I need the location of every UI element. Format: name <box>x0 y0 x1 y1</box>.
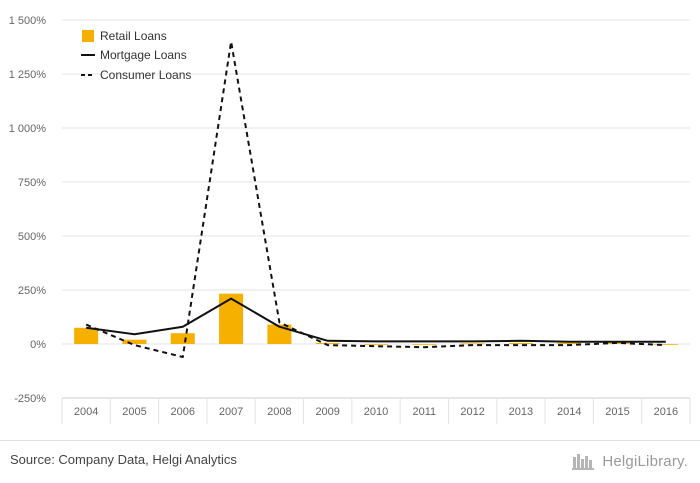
legend: Retail Loans Mortgage Loans Consumer Loa… <box>81 29 191 82</box>
source-note: Source: Company Data, Helgi Analytics <box>10 452 237 467</box>
bar-retail-loans-2010[interactable] <box>364 344 388 345</box>
bar-retail-loans-2014[interactable] <box>557 342 582 344</box>
bar-retail-loans-2006[interactable] <box>170 333 195 344</box>
legend-swatch-retail-loans <box>82 30 94 42</box>
chart: 1 500% 1 250% 1 000% 750% 500% 250% 0% -250% 20… <box>9 15 691 424</box>
y-axis: 1 500% 1 250% 1 000% 750% 500% 250% 0% -250% <box>9 15 47 405</box>
footer: Source: Company Data, Helgi Analytics He… <box>0 440 700 483</box>
bar-retail-loans-2005[interactable] <box>122 339 147 344</box>
y-tick-label: 1 500% <box>9 15 47 27</box>
y-tick-label: 250% <box>18 285 46 297</box>
y-tick-label: 1 000% <box>9 123 47 135</box>
x-tick-label: 2005 <box>122 406 146 418</box>
retail-loans-bars <box>74 293 678 345</box>
y-tick-label: 0% <box>30 339 46 351</box>
y-tick-label: 750% <box>18 177 46 189</box>
x-tick-label: 2016 <box>654 406 678 418</box>
line-mortgage-loans[interactable] <box>86 297 666 343</box>
x-tick-label: 2006 <box>171 406 195 418</box>
x-tick-label: 2012 <box>460 406 484 418</box>
brand-logo[interactable]: HelgiLibrary. <box>572 449 688 473</box>
legend-item-retail-loans[interactable]: Retail Loans <box>82 29 167 43</box>
bar-retail-loans-2004[interactable] <box>74 327 99 344</box>
x-tick-label: 2007 <box>219 406 243 418</box>
y-tick-label: 500% <box>18 231 46 243</box>
legend-item-consumer-loans[interactable]: Consumer Loans <box>81 68 191 82</box>
x-tick-label: 2009 <box>315 406 339 418</box>
legend-label-retail-loans: Retail Loans <box>100 29 167 43</box>
x-axis: 2004 2005 2006 2007 2008 2009 2010 2011 2012 2013… <box>61 397 691 424</box>
y-tick-label: -250% <box>14 393 46 405</box>
bar-retail-loans-2013[interactable] <box>508 342 533 344</box>
legend-label-consumer-loans: Consumer Loans <box>100 68 191 82</box>
legend-label-mortgage-loans: Mortgage Loans <box>100 48 187 62</box>
bar-retail-loans-2016[interactable] <box>653 344 678 345</box>
x-tick-label: 2014 <box>557 406 581 418</box>
series-lines <box>85 40 666 358</box>
gridlines <box>62 19 690 399</box>
y-tick-label: 1 250% <box>9 69 47 81</box>
line-consumer-loans[interactable] <box>85 40 666 358</box>
bar-retail-loans-2015[interactable] <box>605 342 630 344</box>
x-tick-label: 2015 <box>605 406 629 418</box>
x-tick-label: 2010 <box>364 406 388 418</box>
x-tick-label: 2004 <box>74 406 98 418</box>
bar-retail-loans-2007[interactable] <box>219 293 244 344</box>
bar-retail-loans-2009[interactable] <box>315 342 340 344</box>
brand-name: HelgiLibrary. <box>602 452 688 470</box>
legend-item-mortgage-loans[interactable]: Mortgage Loans <box>81 48 187 62</box>
library-icon <box>572 454 595 470</box>
bar-retail-loans-2011[interactable] <box>412 344 437 345</box>
bar-retail-loans-2012[interactable] <box>460 343 485 345</box>
x-tick-label: 2013 <box>509 406 533 418</box>
x-tick-label: 2008 <box>267 406 291 418</box>
x-tick-label: 2011 <box>412 406 436 418</box>
